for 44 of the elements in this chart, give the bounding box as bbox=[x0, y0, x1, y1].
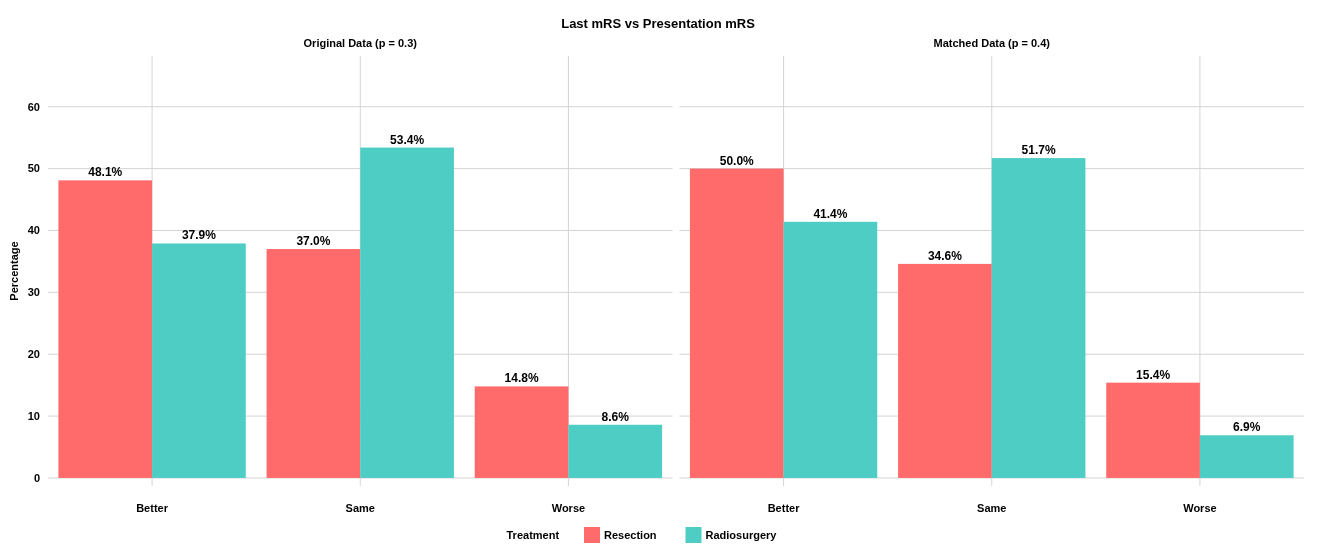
bar bbox=[474, 386, 569, 478]
y-tick-label: 30 bbox=[27, 286, 40, 299]
data-label: 48.1% bbox=[88, 165, 123, 180]
y-tick-label: 40 bbox=[27, 224, 40, 237]
y-tick-label: 0 bbox=[33, 471, 40, 484]
data-label: 50.0% bbox=[719, 153, 755, 168]
data-label: 15.4% bbox=[1136, 367, 1171, 382]
bar bbox=[152, 243, 246, 478]
y-tick-label: 50 bbox=[27, 162, 40, 175]
y-tick-label: 60 bbox=[27, 100, 40, 113]
legend-title: Treatment bbox=[506, 529, 560, 541]
bar bbox=[689, 168, 784, 478]
bar bbox=[266, 249, 361, 478]
data-label: 37.9% bbox=[181, 228, 217, 243]
data-label: 6.9% bbox=[1233, 420, 1261, 435]
y-tick-label: 10 bbox=[27, 409, 40, 422]
bar bbox=[360, 147, 454, 478]
x-tick-label: Better bbox=[767, 502, 801, 514]
data-label: 34.6% bbox=[927, 248, 963, 263]
y-tick-label: 20 bbox=[27, 348, 40, 361]
bar bbox=[783, 221, 878, 478]
y-axis-title: Percentage bbox=[8, 241, 20, 301]
bar bbox=[898, 263, 992, 478]
data-label: 37.0% bbox=[296, 234, 331, 249]
x-tick-label: Same bbox=[977, 502, 1007, 514]
x-tick-label: Same bbox=[345, 502, 375, 514]
bar bbox=[991, 158, 1086, 478]
data-label: 8.6% bbox=[601, 409, 630, 424]
x-tick-label: Worse bbox=[1183, 502, 1217, 514]
legend-label: Radiosurgery bbox=[705, 529, 778, 541]
data-label: 41.4% bbox=[813, 206, 848, 221]
data-label: 51.7% bbox=[1021, 143, 1056, 158]
legend-label: Resection bbox=[604, 529, 657, 541]
bar bbox=[1106, 382, 1200, 478]
chart-subtitle: Matched Data (p = 0.4) bbox=[933, 37, 1051, 49]
chart-subtitle: Original Data (p = 0.3) bbox=[303, 37, 418, 49]
bar bbox=[568, 424, 663, 478]
data-label: 14.8% bbox=[504, 371, 539, 386]
chart-title: Last mRS vs Presentation mRS bbox=[561, 16, 756, 31]
bar bbox=[58, 180, 153, 478]
x-tick-label: Better bbox=[136, 502, 169, 514]
x-tick-label: Worse bbox=[551, 502, 586, 514]
bar bbox=[1199, 435, 1294, 478]
data-label: 53.4% bbox=[390, 132, 425, 147]
